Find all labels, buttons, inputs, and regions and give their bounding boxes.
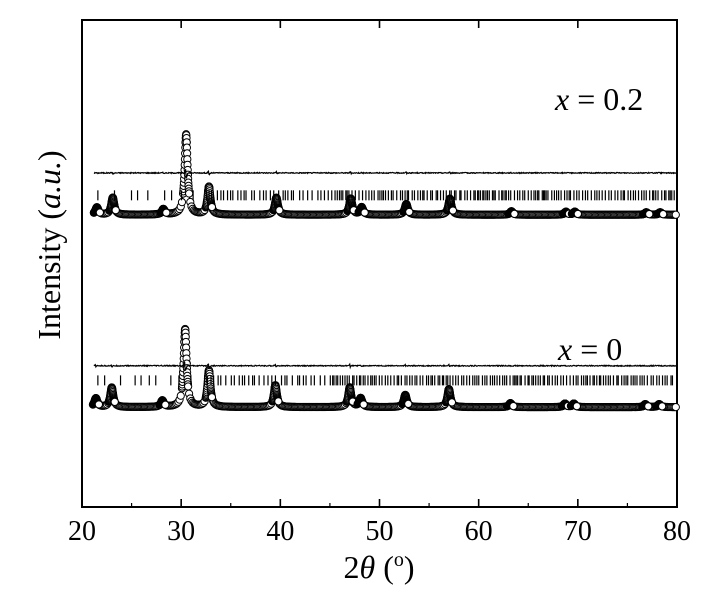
x-axis-label-symbol: θ — [359, 549, 375, 585]
x-axis-label: 2θ (o) — [343, 549, 414, 585]
tick-layer: 20 30 40 50 60 70 80 — [68, 20, 691, 547]
y-axis-label-unit: a.u. — [31, 161, 67, 209]
observed-point — [95, 208, 104, 217]
bragg-markers — [97, 190, 675, 201]
observed-point — [509, 402, 518, 411]
x-tick-label-80: 80 — [663, 516, 691, 547]
observed-point — [448, 206, 458, 215]
annotation-var: x — [557, 331, 572, 367]
observed-point — [94, 400, 103, 409]
x-tick-label-50: 50 — [366, 516, 394, 547]
difference-curve — [93, 169, 678, 180]
annotation-var: x — [554, 81, 569, 117]
y-axis-label-text: Intensity — [31, 220, 67, 340]
observed-point — [184, 382, 193, 391]
y-axis-label: Intensity (a.u.) — [31, 150, 67, 339]
observed-point — [658, 402, 667, 411]
observed-point — [644, 402, 653, 411]
observed-point — [274, 397, 283, 406]
x-tick-label-40: 40 — [266, 516, 294, 547]
observed-points — [88, 324, 680, 412]
observed-point — [359, 400, 368, 409]
annotation-x-0: x = 0 — [557, 331, 622, 367]
x-axis-label-open: ( — [375, 549, 394, 585]
observed-points — [89, 130, 680, 219]
y-axis-label-open: ( — [31, 209, 67, 220]
x-tick-label-70: 70 — [564, 516, 592, 547]
difference-curve — [93, 361, 678, 372]
observed-point — [573, 209, 582, 219]
y-axis-label-close: ) — [31, 150, 67, 161]
observed-point — [161, 400, 170, 409]
x-axis-label-degree: o — [394, 549, 404, 571]
plot-area — [81, 19, 678, 508]
observed-point — [111, 206, 120, 215]
observed-point — [162, 208, 171, 217]
observed-point — [510, 209, 519, 218]
observed-point — [176, 391, 185, 400]
observed-point — [185, 189, 194, 198]
observed-point — [671, 403, 680, 412]
observed-point — [275, 206, 284, 215]
observed-point — [659, 210, 668, 219]
x-tick-label-60: 60 — [465, 516, 493, 547]
observed-point — [360, 208, 369, 217]
x-tick-label-20: 20 — [68, 516, 96, 547]
x-axis-label-prefix: 2 — [343, 549, 359, 585]
observed-point — [404, 399, 413, 408]
annotation-x-0.2: x = 0.2 — [554, 81, 643, 117]
panel-0 — [89, 130, 680, 219]
observed-point — [447, 398, 457, 407]
observed-point — [572, 402, 581, 411]
observed-point — [671, 210, 680, 219]
data-layer — [88, 130, 680, 412]
observed-point — [405, 207, 414, 217]
observed-point — [207, 393, 217, 402]
panel-1 — [88, 324, 680, 412]
annotation-rest: = 0.2 — [569, 81, 643, 117]
observed-point — [110, 397, 119, 407]
bragg-markers — [97, 375, 674, 386]
annotation-rest: = 0 — [572, 331, 622, 367]
observed-point — [207, 203, 217, 212]
observed-point — [645, 209, 654, 219]
x-axis-label-close: ) — [404, 549, 415, 585]
x-tick-label-30: 30 — [167, 516, 195, 547]
